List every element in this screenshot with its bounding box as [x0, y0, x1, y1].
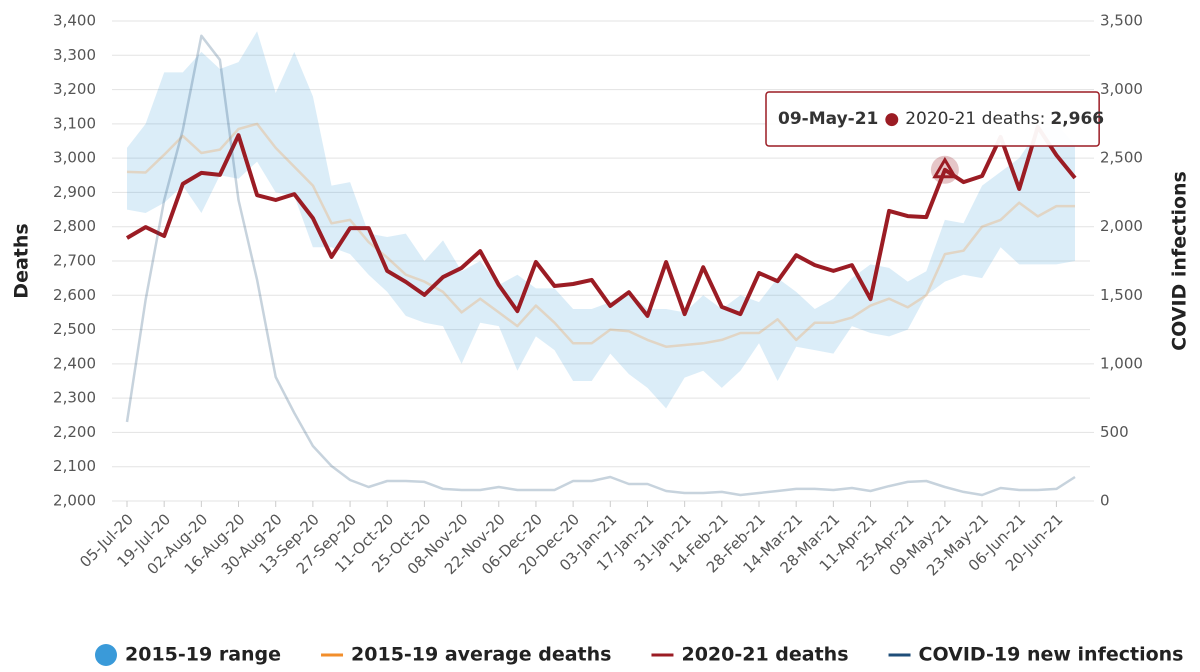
y2-axis-title: COVID infections [1169, 171, 1191, 351]
tooltip-value: 2,966 [1050, 109, 1104, 129]
y-tick-label: 2,300 [53, 389, 96, 407]
y2-tick-label: 1,500 [1100, 286, 1143, 304]
tooltip-box [765, 91, 1100, 147]
y-tick-label: 2,500 [53, 320, 96, 338]
tooltip-label: 2020-21 deaths: [905, 109, 1045, 129]
tooltip-text: 09-May-21 ● 2020-21 deaths: 2,966 [778, 109, 1104, 129]
series-line [125, 34, 1076, 497]
y-tick-label: 2,700 [53, 252, 96, 270]
y-tick-label: 2,400 [53, 354, 96, 372]
y-tick-label: 3,200 [53, 80, 96, 98]
y-tick-label: 3,000 [53, 149, 96, 167]
y2-tick-label: 1,000 [1100, 354, 1143, 372]
y-tick-label: 2,900 [53, 183, 96, 201]
legend-label: 2020-21 deaths [681, 644, 848, 666]
tooltip: 09-May-21 ● 2020-21 deaths: 2,966 [765, 91, 1104, 147]
legend-symbol [95, 644, 117, 666]
legend-label: 2015-19 average deaths [351, 644, 611, 666]
y-tick-label: 3,400 [53, 12, 96, 30]
y-tick-label: 3,100 [53, 114, 96, 132]
y2-tick-label: 2,000 [1100, 217, 1143, 235]
y2-tick-label: 3,000 [1100, 80, 1143, 98]
hover-marker [932, 156, 958, 179]
y2-tick-label: 0 [1100, 492, 1110, 510]
y2-tick-label: 500 [1100, 423, 1129, 441]
y-tick-label: 2,600 [53, 286, 96, 304]
legend-label: 2015-19 range [125, 644, 281, 666]
y-tick-label: 2,100 [53, 457, 96, 475]
y-axis-title: Deaths [11, 223, 33, 298]
y-tick-label: 2,200 [53, 423, 96, 441]
y-tick-label: 2,000 [53, 492, 96, 510]
y2-tick-label: 3,500 [1100, 12, 1143, 30]
y2-tick-label: 2,500 [1100, 149, 1143, 167]
tooltip-title: 09-May-21 [778, 109, 878, 129]
series-line [125, 124, 1077, 318]
tooltip-dot: ● [884, 109, 899, 129]
y-tick-label: 3,300 [53, 46, 96, 64]
y-tick-label: 2,800 [53, 217, 96, 235]
range-area [127, 31, 1075, 409]
series-line [126, 122, 1075, 348]
legend-label: COVID-19 new infections [919, 644, 1184, 666]
